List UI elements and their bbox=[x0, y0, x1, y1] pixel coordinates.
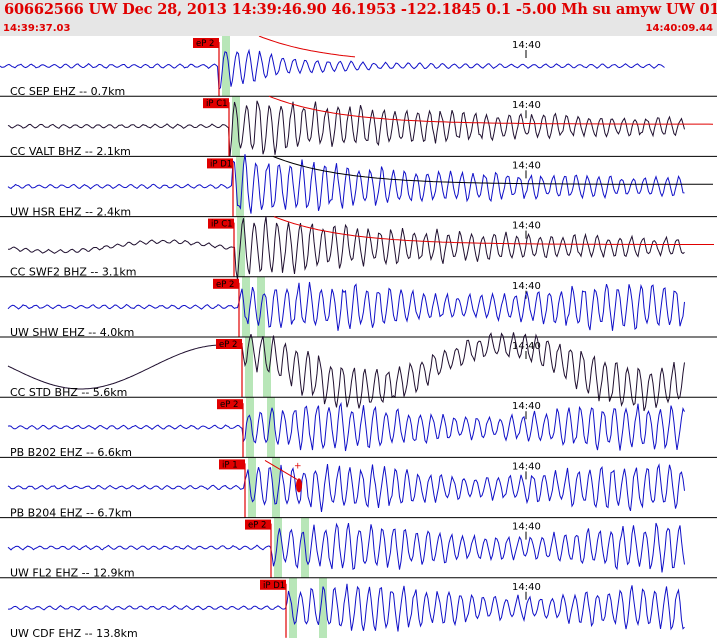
waveform bbox=[7, 332, 685, 412]
s-pick-marker[interactable] bbox=[296, 478, 302, 493]
trace-row[interactable]: 14:40 eP 2 UW FL2 EHZ -- 12.9km bbox=[0, 517, 717, 580]
pick-window bbox=[248, 457, 256, 518]
station-label: UW CDF EHZ -- 13.8km bbox=[10, 627, 138, 638]
minute-label: 14:40 bbox=[512, 341, 541, 352]
station-label: PB B202 EHZ -- 6.6km bbox=[10, 446, 132, 459]
pick-window bbox=[222, 36, 230, 97]
pick-window bbox=[246, 397, 254, 458]
pick-window bbox=[289, 577, 297, 638]
pick-label[interactable]: eP 2 bbox=[213, 278, 239, 290]
trace-row[interactable]: 14:40 eP 2 UW SHW EHZ -- 4.0km bbox=[0, 276, 717, 339]
waveform bbox=[0, 48, 665, 91]
station-label: PB B204 EHZ -- 6.7km bbox=[10, 506, 132, 519]
pick-label-bg bbox=[193, 38, 219, 48]
pick-window bbox=[242, 276, 250, 337]
station-label: UW SHW EHZ -- 4.0km bbox=[10, 326, 134, 339]
minute-label: 14:40 bbox=[512, 281, 541, 292]
pick-label-text: iP D1 bbox=[210, 159, 232, 169]
event-header: 60662566 UW Dec 28, 2013 14:39:46.90 46.… bbox=[0, 0, 717, 36]
pick-label-text: iP D1 bbox=[263, 581, 285, 591]
station-label: CC SWF2 BHZ -- 3.1km bbox=[10, 266, 136, 279]
pick-label-text: eP 2 bbox=[196, 39, 214, 49]
pick-window bbox=[245, 337, 253, 398]
waveform bbox=[7, 401, 685, 452]
coda-curve bbox=[272, 155, 713, 185]
pick-label[interactable]: iP D1 bbox=[207, 158, 233, 169]
pick-label-text: eP 2 bbox=[248, 521, 266, 531]
end-time: 14:40:09.44 bbox=[645, 23, 713, 34]
pick-label-bg bbox=[208, 218, 234, 229]
pick-window bbox=[319, 577, 327, 638]
pick-label[interactable]: iP 1 bbox=[219, 459, 245, 470]
pick-label-text: iP C1 bbox=[206, 99, 228, 109]
pick-label[interactable]: iP C1 bbox=[203, 98, 229, 109]
trace-row[interactable]: 14:40 eP 2 CC SEP EHZ -- 0.7km bbox=[0, 36, 665, 98]
pick-label-bg bbox=[216, 339, 242, 349]
seismogram-plot: 14:40 eP 2 CC SEP EHZ -- 0.7km 14:40 iP C1 CC… bbox=[0, 36, 717, 638]
start-time: 14:39:37.03 bbox=[3, 23, 71, 34]
minute-label: 14:40 bbox=[512, 522, 541, 533]
pick-label[interactable]: eP 2 bbox=[216, 339, 242, 350]
minute-label: 14:40 bbox=[512, 401, 541, 412]
trace-row[interactable]: 14:40 iP C1 CC VALT BHZ -- 2.1km bbox=[0, 95, 717, 158]
minute-label: 14:40 bbox=[512, 221, 541, 232]
waveform bbox=[7, 154, 685, 214]
pick-label-bg bbox=[245, 519, 271, 530]
pick-label[interactable]: eP 2 bbox=[193, 38, 219, 49]
coda-curve bbox=[268, 95, 714, 125]
pick-label-bg bbox=[207, 158, 233, 169]
minute-label: 14:40 bbox=[512, 582, 541, 593]
waveform bbox=[8, 583, 685, 632]
pick-label-text: eP 2 bbox=[219, 340, 237, 350]
plus-marker: + bbox=[294, 461, 302, 471]
waveform bbox=[7, 463, 685, 512]
pick-label[interactable]: eP 2 bbox=[217, 399, 243, 410]
pick-label-bg bbox=[213, 278, 239, 289]
trace-row[interactable]: 14:40 iP C1 CC SWF2 BHZ -- 3.1km bbox=[0, 216, 717, 280]
waveform bbox=[7, 281, 685, 331]
pick-window bbox=[232, 96, 240, 157]
trace-row[interactable]: 14:40 iP D1 UW HSR EHZ -- 2.4km bbox=[0, 154, 717, 218]
pick-window bbox=[267, 397, 275, 458]
event-title: 60662566 UW Dec 28, 2013 14:39:46.90 46.… bbox=[4, 1, 717, 18]
pick-label[interactable]: eP 2 bbox=[245, 519, 271, 531]
pick-window bbox=[272, 457, 280, 518]
minute-label: 14:40 bbox=[512, 160, 541, 171]
pick-label[interactable]: iP D1 bbox=[260, 579, 286, 591]
coda-curve bbox=[273, 216, 714, 245]
pick-label-text: eP 2 bbox=[216, 280, 234, 290]
waveform bbox=[8, 216, 685, 280]
trace-row[interactable]: 14:40 iP 1 PB B204 EHZ -- 6.7km + bbox=[0, 456, 717, 519]
pick-label-bg bbox=[219, 459, 245, 470]
trace-row[interactable]: 14:40 iP D1 UW CDF EHZ -- 13.8km bbox=[0, 577, 717, 638]
pick-label-text: iP 1 bbox=[222, 460, 238, 470]
pick-window bbox=[274, 517, 282, 578]
station-label: UW FL2 EHZ -- 12.9km bbox=[10, 567, 135, 580]
s-pick-line bbox=[264, 459, 298, 480]
pick-window bbox=[236, 156, 244, 217]
minute-label: 14:40 bbox=[512, 461, 541, 472]
pick-window bbox=[237, 216, 245, 277]
pick-label[interactable]: iP C1 bbox=[208, 218, 234, 230]
coda-curve bbox=[258, 36, 356, 58]
station-label: UW HSR EHZ -- 2.4km bbox=[10, 205, 131, 218]
pick-label-bg bbox=[217, 399, 243, 410]
trace-row[interactable]: 14:40 eP 2 CC STD BHZ -- 5.6km bbox=[0, 332, 717, 412]
station-label: CC SEP EHZ -- 0.7km bbox=[10, 85, 125, 98]
pick-label-bg bbox=[203, 98, 229, 109]
pick-label-text: eP 2 bbox=[220, 400, 238, 410]
minute-label: 14:40 bbox=[512, 40, 541, 51]
waveform bbox=[7, 100, 685, 157]
pick-label-text: iP C1 bbox=[211, 220, 233, 230]
minute-label: 14:40 bbox=[512, 100, 541, 111]
waveform bbox=[7, 522, 685, 573]
trace-row[interactable]: 14:40 eP 2 PB B202 EHZ -- 6.6km bbox=[0, 396, 717, 459]
pick-label-bg bbox=[260, 579, 286, 590]
station-label: CC STD BHZ -- 5.6km bbox=[10, 386, 127, 399]
station-label: CC VALT BHZ -- 2.1km bbox=[10, 145, 131, 158]
